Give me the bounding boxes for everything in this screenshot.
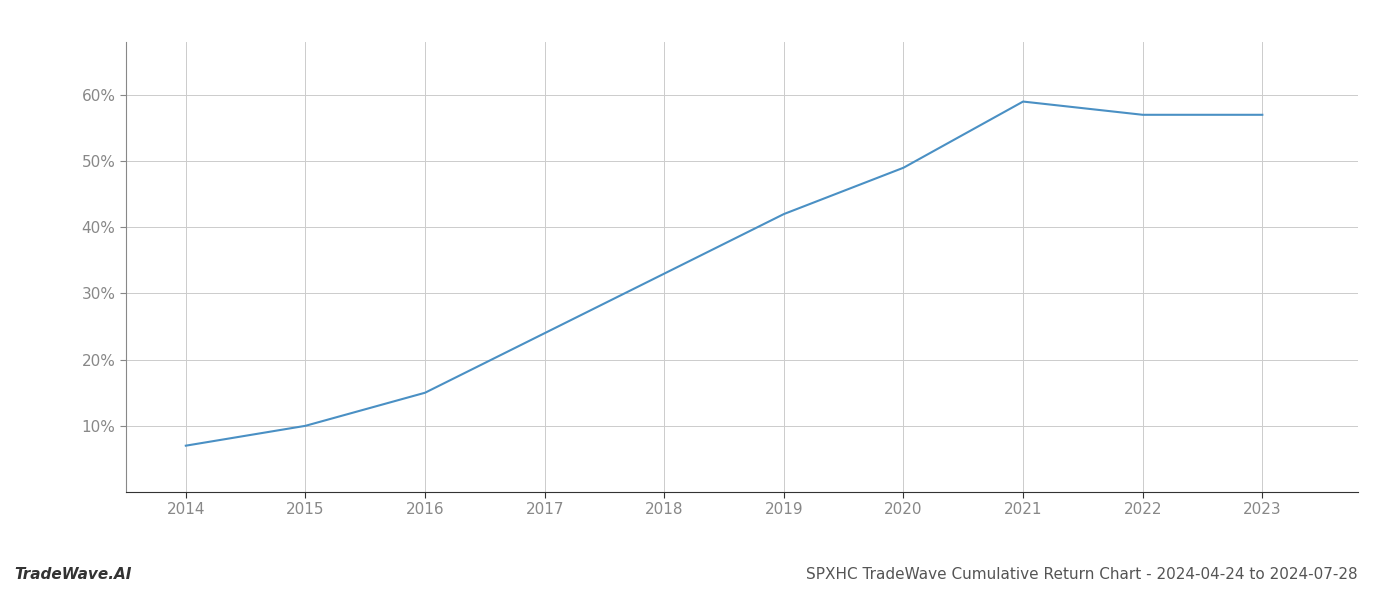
- Text: TradeWave.AI: TradeWave.AI: [14, 567, 132, 582]
- Text: SPXHC TradeWave Cumulative Return Chart - 2024-04-24 to 2024-07-28: SPXHC TradeWave Cumulative Return Chart …: [806, 567, 1358, 582]
